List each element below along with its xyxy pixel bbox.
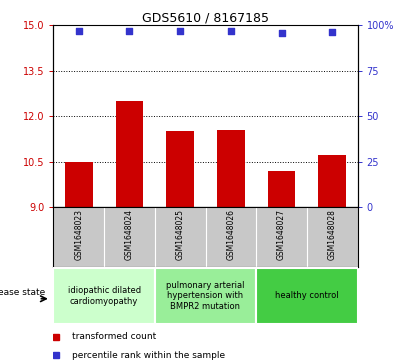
- Point: [126, 28, 133, 34]
- Bar: [53, 268, 155, 324]
- Point: [177, 28, 183, 34]
- Bar: [217, 130, 245, 207]
- Text: transformed count: transformed count: [72, 333, 156, 341]
- Text: idiopathic dilated
cardiomyopathy: idiopathic dilated cardiomyopathy: [67, 286, 141, 306]
- Text: GSM1648023: GSM1648023: [74, 209, 83, 260]
- Text: GSM1648028: GSM1648028: [328, 209, 337, 260]
- Text: pulmonary arterial
hypertension with
BMPR2 mutation: pulmonary arterial hypertension with BMP…: [166, 281, 245, 311]
- Text: percentile rank within the sample: percentile rank within the sample: [72, 351, 225, 359]
- Bar: [65, 162, 93, 207]
- Point: [329, 29, 335, 35]
- Bar: [166, 131, 194, 207]
- Text: GSM1648026: GSM1648026: [226, 209, 236, 260]
- Bar: [318, 155, 346, 207]
- Text: healthy control: healthy control: [275, 291, 339, 300]
- Bar: [256, 268, 358, 324]
- Bar: [115, 101, 143, 207]
- Bar: [155, 268, 256, 324]
- Text: GSM1648027: GSM1648027: [277, 209, 286, 260]
- Text: disease state: disease state: [0, 289, 45, 297]
- Title: GDS5610 / 8167185: GDS5610 / 8167185: [142, 11, 269, 24]
- Text: GSM1648024: GSM1648024: [125, 209, 134, 260]
- Point: [76, 28, 82, 34]
- Text: GSM1648025: GSM1648025: [175, 209, 185, 260]
- Point: [278, 30, 285, 36]
- Bar: [268, 171, 296, 207]
- Point: [228, 28, 234, 34]
